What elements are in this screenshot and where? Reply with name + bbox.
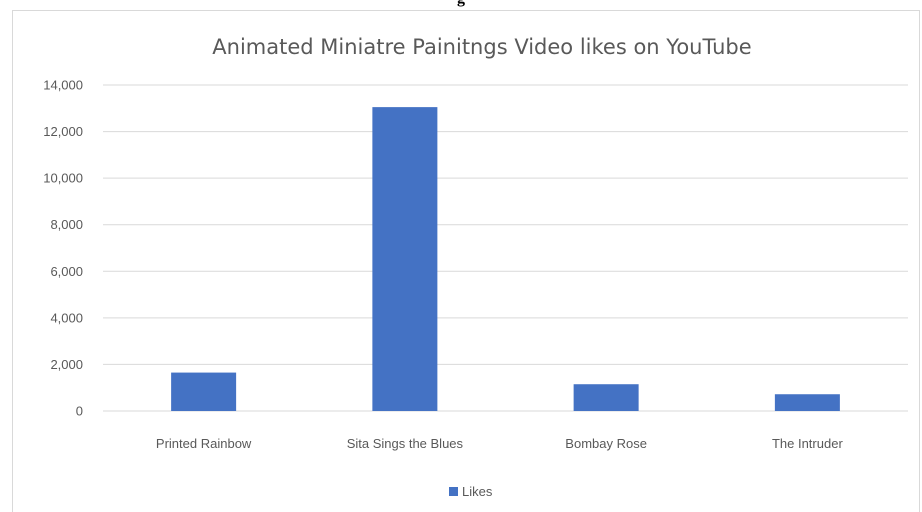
gridlines: [103, 84, 908, 412]
x-tick-label: The Intruder: [772, 436, 843, 451]
x-axis-ticks: Printed Rainbow Sita Sings the Blues Bomba…: [156, 436, 844, 451]
bar-sita-sings-the-blues: [372, 107, 438, 411]
bar-printed-rainbow: [171, 372, 237, 411]
cropped-heading-fragment: g: [0, 0, 922, 7]
chart-title: Animated Miniatre Painitngs Video likes …: [212, 35, 751, 59]
y-axis-ticks: 0 2,000 4,000 6,000 8,000 10,000 12,000 14,000: [43, 78, 83, 419]
bar-the-intruder: [774, 394, 840, 411]
x-tick-label: Bombay Rose: [565, 436, 647, 451]
y-tick-label: 8,000: [50, 217, 83, 232]
y-tick-label: 10,000: [43, 171, 83, 186]
chart-area: [12, 10, 920, 512]
x-tick-label: Printed Rainbow: [156, 436, 252, 451]
x-tick-label: Sita Sings the Blues: [347, 436, 464, 451]
y-tick-label: 4,000: [50, 310, 83, 325]
y-tick-label: 12,000: [43, 124, 83, 139]
legend: Likes: [449, 484, 493, 499]
y-tick-label: 2,000: [50, 357, 83, 372]
bar-bombay-rose: [573, 384, 639, 411]
legend-label-likes: Likes: [462, 484, 493, 499]
y-tick-label: 0: [76, 404, 83, 419]
bars: [171, 107, 840, 411]
legend-swatch-likes: [449, 487, 458, 496]
y-tick-label: 6,000: [50, 264, 83, 279]
y-tick-label: 14,000: [43, 78, 83, 93]
